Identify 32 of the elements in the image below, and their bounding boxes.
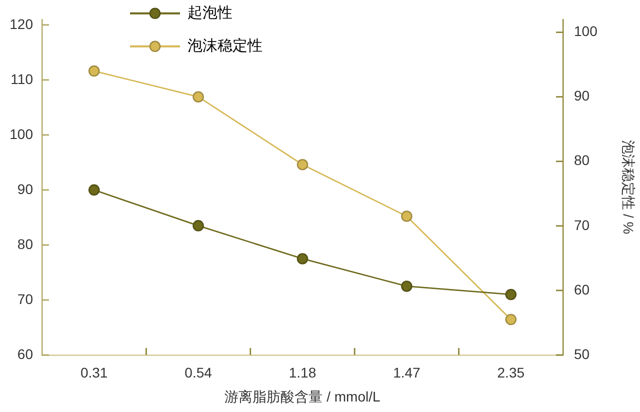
point <box>192 91 204 102</box>
x-tick-label: 0.31 <box>80 364 108 380</box>
y-tick-label: 100 <box>10 126 34 142</box>
point <box>401 210 412 222</box>
point <box>505 314 517 326</box>
point <box>88 184 100 196</box>
x-axis-title: 游离脂肪酸含量 / mmol/L <box>224 388 380 404</box>
y-tick-label: 110 <box>10 70 34 87</box>
y-tick-label: 60 <box>17 346 34 362</box>
y-tick-label: 80 <box>17 236 34 252</box>
legend-label: 泡沫稳定性 <box>188 38 262 55</box>
x-tick-label: 1.18 <box>288 364 316 380</box>
point <box>296 158 308 170</box>
y2-tick-label: 90 <box>574 88 590 104</box>
y2-axis-title: 泡沫稳定性 / % <box>620 140 637 234</box>
y-tick-label: 90 <box>17 180 34 197</box>
point <box>401 280 412 292</box>
y2-tick-label: 70 <box>574 216 590 233</box>
y2-tick-label: 50 <box>574 346 590 362</box>
point <box>192 220 204 232</box>
x-tick-label: 1.47 <box>393 364 421 380</box>
y2-tick-label: 80 <box>574 152 590 168</box>
y2-tick-label: 100 <box>574 23 598 40</box>
legend-label: 起泡性 <box>188 4 232 22</box>
point <box>88 65 100 77</box>
y-tick-label: 70 <box>17 290 34 307</box>
y2-tick-label: 60 <box>574 281 590 298</box>
y-tick-label: 120 <box>10 16 34 32</box>
x-tick-label: 0.54 <box>184 364 212 380</box>
x-tick-label: 2.35 <box>497 364 525 380</box>
point <box>296 253 308 264</box>
point <box>505 288 517 300</box>
